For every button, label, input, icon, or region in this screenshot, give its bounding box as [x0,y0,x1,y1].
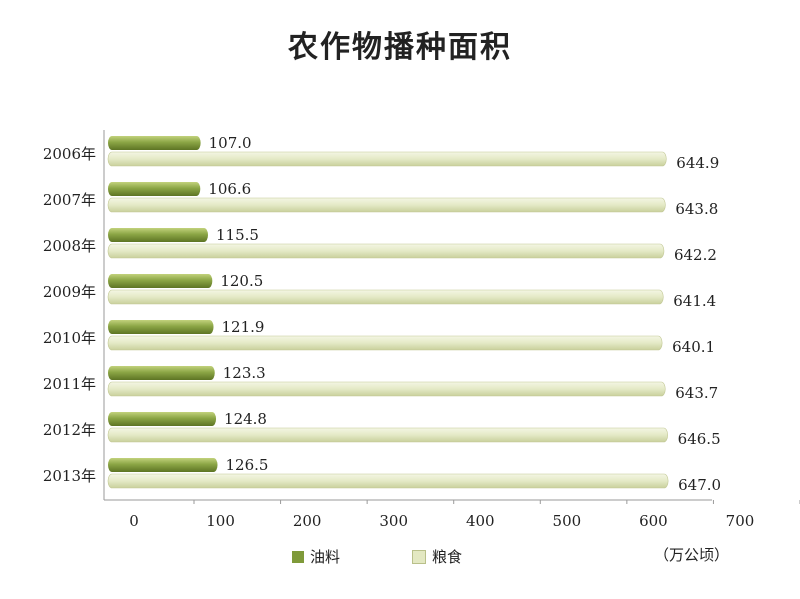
category-label: 2006年 [43,145,96,163]
bar-grain [107,427,668,443]
legend-item-grain: 粮食 [412,546,462,567]
data-label-grain: 642.2 [674,246,717,264]
bar-oil [108,136,201,150]
data-label-oil: 121.9 [222,318,265,336]
legend-item-oil: 油料 [292,546,340,567]
category-label: 2012年 [43,421,96,439]
bar-oil [108,182,201,196]
data-label-oil: 120.5 [220,272,263,290]
bar-grain [107,335,663,351]
data-label-grain: 643.8 [675,200,718,218]
data-label-grain: 644.9 [676,154,719,172]
category-label: 2013年 [43,467,96,485]
x-tick-label: 0 [129,512,139,530]
category-label: 2008年 [43,237,96,255]
bar-oil [108,366,215,380]
category-label: 2010年 [43,329,96,347]
unit-label: （万公顷） [654,546,730,564]
bar-grain [107,381,666,397]
bar-grain [107,289,664,305]
x-tick-label: 500 [553,512,582,530]
bar-grain [107,151,667,167]
legend-swatch-grain [412,549,426,564]
category-label: 2011年 [43,375,96,393]
legend-label-oil: 油料 [310,548,341,566]
x-tick-label: 700 [726,512,755,530]
bar-oil [108,320,214,334]
data-label-oil: 124.8 [224,410,267,428]
bar-grain [107,473,669,489]
data-label-grain: 647.0 [678,476,721,494]
data-label-oil: 123.3 [223,364,266,382]
data-label-oil: 115.5 [216,226,259,244]
bar-oil [108,274,213,288]
x-tick-label: 100 [206,512,235,530]
bar-oil [108,228,208,242]
bar-grain [107,197,666,213]
bar-oil [108,412,217,426]
x-tick-label: 300 [379,512,408,530]
data-label-grain: 643.7 [675,384,718,402]
x-tick-label: 200 [293,512,322,530]
x-tick-label: 600 [639,512,668,530]
data-label-grain: 646.5 [678,430,721,448]
category-label: 2009年 [43,283,96,301]
category-label: 2007年 [43,191,96,209]
bar-oil [108,458,218,472]
legend-swatch-oil [292,550,304,563]
data-label-oil: 106.6 [208,180,251,198]
data-label-grain: 640.1 [672,338,715,356]
data-label-oil: 126.5 [226,456,269,474]
data-label-grain: 641.4 [673,292,716,310]
legend-label-grain: 粮食 [432,548,463,566]
bar-grain [107,243,665,259]
x-tick-label: 400 [466,512,495,530]
data-label-oil: 107.0 [209,134,252,152]
chart-title: 农作物播种面积 [288,30,512,65]
